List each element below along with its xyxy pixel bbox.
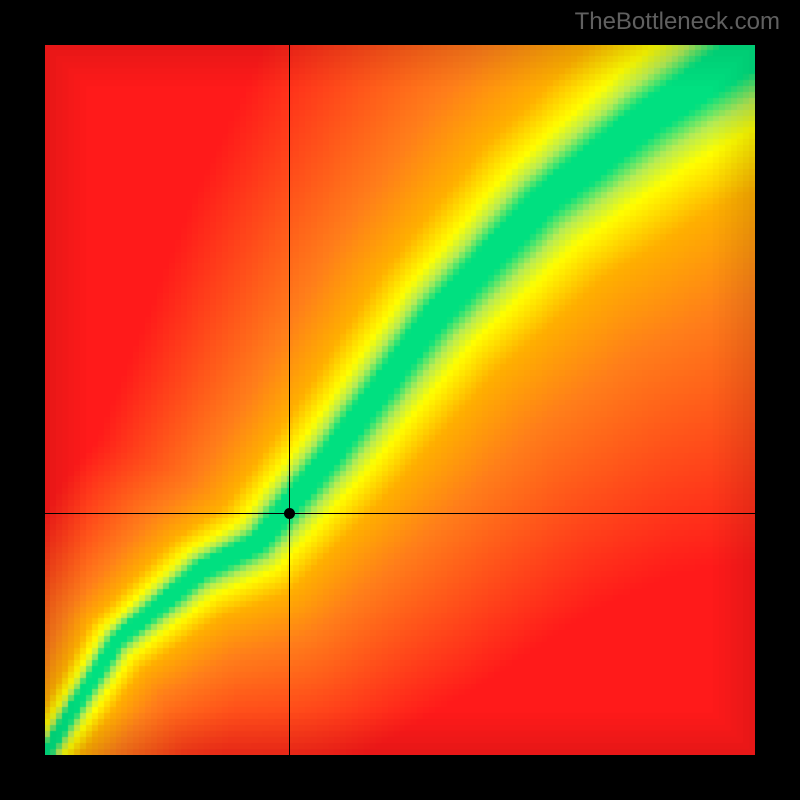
chart-container: TheBottleneck.com: [0, 0, 800, 800]
crosshair-horizontal: [45, 513, 755, 514]
heatmap-plot: [45, 45, 755, 755]
crosshair-vertical: [289, 45, 290, 755]
watermark-text: TheBottleneck.com: [575, 8, 780, 36]
heatmap-canvas: [45, 45, 755, 755]
crosshair-dot: [284, 508, 295, 519]
